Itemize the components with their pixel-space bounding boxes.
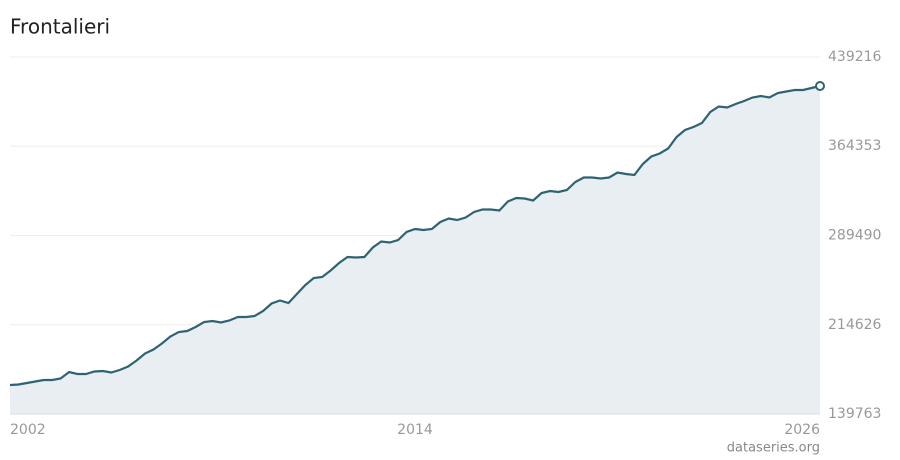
source: dataseries.org [727,441,820,456]
x-tick-label: 2026 [784,422,820,438]
area [10,86,820,414]
y-tick-label: 364353 [828,138,881,154]
x-tick-label: 2002 [10,422,46,438]
y-tick-label: 439216 [828,49,882,65]
y-tick-label: 214626 [828,317,882,333]
line [9,84,821,387]
chart-title: Frontalieri [10,15,110,39]
end-point [815,81,825,92]
y-tick-label: 139763 [828,406,881,422]
y-tick-label: 289490 [828,227,881,243]
x-tick-label: 2014 [397,422,433,438]
